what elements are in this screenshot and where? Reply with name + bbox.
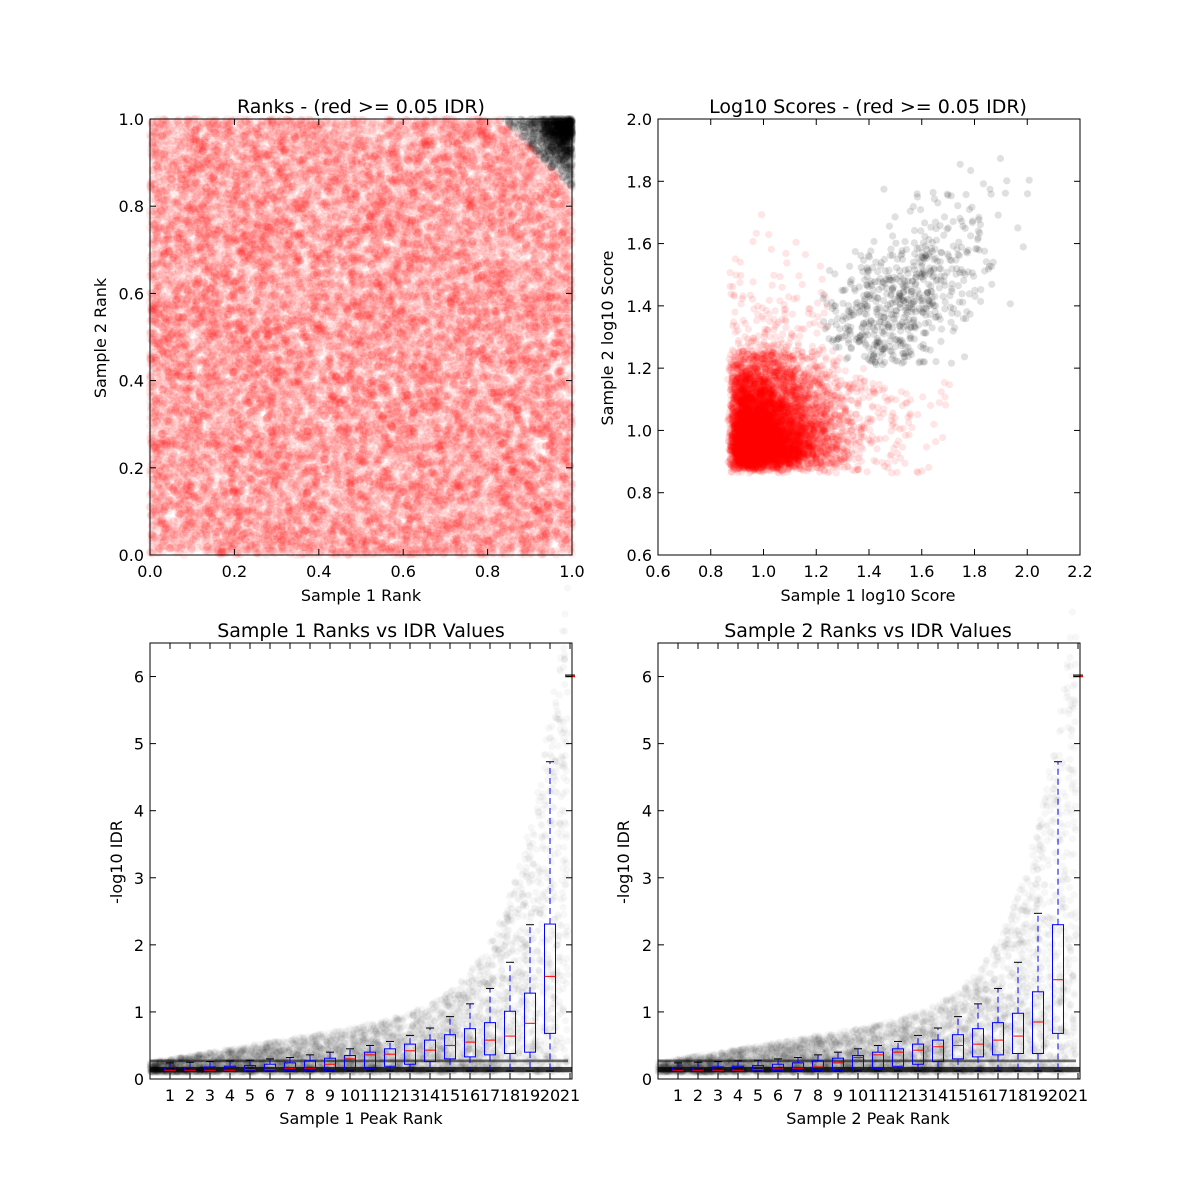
scatter-point [324,332,333,342]
scatter-point [368,160,378,169]
scatter-point [432,192,441,202]
scatter-point [297,205,306,214]
scatter-point [294,503,303,512]
scatter-point [494,508,503,518]
scatter-point [361,153,370,162]
scatter-point [371,442,381,452]
scatter-point [454,386,463,395]
scatter-point [235,156,245,166]
scatter-point [408,480,418,489]
panel-title: Sample 1 Ranks vs IDR Values [217,620,505,642]
scatter-point [565,261,574,270]
panel-title: Log10 Scores - (red >= 0.05 IDR) [709,96,1027,118]
scatter-point [365,170,375,179]
scatter-point [311,171,320,180]
scatter-point [521,510,530,520]
scatter-point [514,235,524,244]
scatter-point [430,483,440,492]
scatter-point [273,410,282,420]
scatter-point [314,461,323,470]
scatter-point [322,400,332,410]
scatter-point [277,547,286,557]
scatter-point [183,179,192,188]
panel-title: Ranks - (red >= 0.05 IDR) [237,96,485,118]
x-axis-label: Sample 1 Rank [301,586,422,605]
scatter-point [313,132,322,141]
panel-scores: Log10 Scores - (red >= 0.05 IDR) Sample … [598,96,1027,605]
scatter-point [543,383,553,393]
scatter-point [341,423,350,432]
y-axis-label: Sample 2 log10 Score [598,251,617,426]
scatter-point [193,298,202,307]
scatter-point [311,147,320,156]
scatter-point [397,209,406,218]
scatter-point [221,427,231,437]
scatter-point [303,396,312,405]
scatter-point [434,398,444,407]
scatter-point [412,149,421,158]
scatter-point [154,543,163,552]
scatter-point [459,488,468,497]
scatter-point [526,470,536,479]
scatter-point [422,354,431,364]
x-axis-label: Sample 2 Peak Rank [786,1109,950,1128]
scatter-point [451,288,460,297]
scatter-point [387,131,396,140]
panel-ranks: Ranks - (red >= 0.05 IDR) Sample 1 Rank … [91,96,485,605]
scatter-point [338,257,347,267]
y-axis-label: -log10 IDR [107,820,126,904]
scatter-point [267,366,276,375]
scatter-point [375,274,384,283]
scatter-point [285,240,295,249]
y-axis-label: -log10 IDR [614,820,633,904]
panel-sample2-idr: Sample 2 Ranks vs IDR Values Sample 2 Pe… [614,620,1012,1128]
y-axis-label: Sample 2 Rank [91,277,110,398]
scatter-point [548,312,558,321]
scatter-point [332,461,341,470]
x-axis-label: Sample 1 log10 Score [781,586,956,605]
scatter-point [553,518,562,528]
panel-sample1-idr: Sample 1 Ranks vs IDR Values Sample 1 Pe… [107,620,505,1128]
scatter-point [482,474,491,483]
scatter-point [427,264,436,273]
scatter-point [423,541,432,550]
scatter-point [355,311,364,321]
scatter-point [441,350,450,359]
scatter-point [317,135,326,144]
x-axis-label: Sample 1 Peak Rank [279,1109,443,1128]
scatter-point [558,214,567,224]
scatter-point [152,210,161,220]
scatter-point [162,226,171,235]
scatter-point [348,337,357,346]
scatter-point [406,284,415,293]
scatter-point [289,145,298,154]
scatter-point [537,216,547,225]
scatter-point [501,306,510,316]
scatter-point [194,278,203,287]
scatter-point [184,229,193,238]
series-idr-red [145,114,577,560]
scatter-point [473,237,482,247]
scatter-point [307,209,317,218]
scatter-point [388,218,398,228]
scatter-point [489,388,498,398]
scatter-point [497,249,506,258]
scatter-point [529,501,539,511]
scatter-point [262,210,271,220]
panel-title: Sample 2 Ranks vs IDR Values [724,620,1012,642]
scatter-point [517,379,527,389]
scatter-point [561,418,571,427]
scatter-point [196,374,205,383]
scatter-point [338,234,348,243]
